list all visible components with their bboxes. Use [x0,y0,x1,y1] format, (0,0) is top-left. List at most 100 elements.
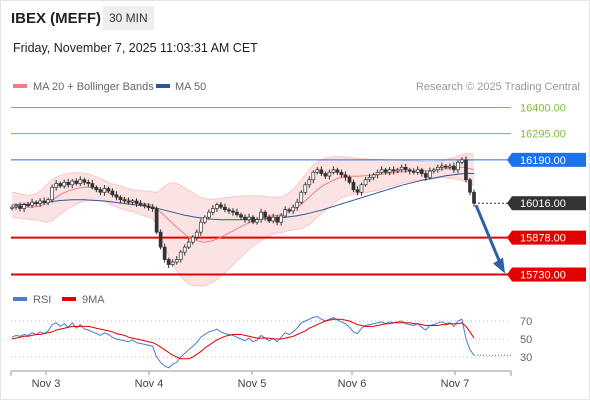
candle [162,243,167,263]
candle [215,202,219,212]
candle [411,168,416,175]
candle [138,199,143,207]
candle-body-down [150,207,155,210]
level-label-last: 16016.00 [520,198,566,210]
legend-rsi-label: RSI [33,294,51,306]
candles-layer [10,156,476,269]
candle-body-up [367,176,372,181]
candle [419,167,424,177]
candle-body-up [102,188,107,193]
candle-body-up [215,204,219,209]
candle-body-down [263,211,267,218]
legend-9ma-swatch [62,297,76,301]
candle [174,256,179,265]
candle [130,198,135,206]
candle [367,173,372,183]
level-tag-last [512,196,586,211]
legend-9ma-label: 9MA [82,294,105,306]
candle [243,214,247,223]
candle [142,202,147,209]
candle [118,195,123,204]
candle [239,212,243,220]
forecast-arrow-head [493,257,505,274]
candle [259,208,263,223]
candle-body-up [327,171,332,177]
candle [86,179,91,188]
candle-body-up [303,184,308,193]
timeframe-badge[interactable]: 30 MIN [103,6,154,30]
legend-ma50-label: MA 50 [175,81,206,93]
candle [423,170,428,181]
candle-body-down [287,209,292,212]
candle [102,185,107,196]
candle [30,198,34,208]
candle-body-down [26,204,30,207]
candle [186,238,191,250]
candle-body-down [158,231,163,248]
candle-body-up [440,165,444,168]
candle-body-down [343,174,348,178]
candle-body-up [279,215,284,223]
candle [355,186,360,196]
candle [154,206,159,235]
candle-body-up [271,216,275,222]
candle-body-down [339,171,344,176]
candle-body-up [202,216,207,223]
candle [202,215,207,225]
candle-body-up [363,179,368,186]
candle-body-down [223,206,227,211]
candle [98,187,103,196]
moving-average-layer [11,166,475,243]
candle [311,170,316,184]
candle-body-up [211,208,215,213]
candle-body-up [315,169,320,173]
candle-body-down [243,216,247,221]
candle [444,164,448,170]
candle [235,208,239,217]
candle [371,172,376,181]
candle-body-up [395,169,400,172]
candle [299,190,304,205]
candle-body-up [14,205,18,208]
forecast-arrow-layer [474,204,505,274]
candle-body-up [130,200,135,203]
copyright-text: Research © 2025 Trading Central [416,81,580,93]
legend-ma20-label: MA 20 + Bollinger Bands [33,81,154,93]
x-axis-label: Nov 3 [32,378,61,390]
candle [227,207,231,214]
candle [194,229,199,241]
candle [251,215,255,225]
candle-body-up [375,171,380,176]
candle [50,184,55,203]
candle [166,257,171,269]
candle-body-up [311,171,316,181]
candle-body-down [34,201,38,204]
candle [211,204,215,216]
candle [182,244,187,256]
candle-body-up [295,201,300,208]
candle-body-up [247,216,251,221]
candle [464,156,468,183]
candle [42,197,46,205]
candle [267,214,271,223]
candle [327,169,332,180]
candle [435,164,440,173]
candle-body-down [251,216,255,223]
candle [291,204,296,214]
candle [271,213,275,224]
candle-body-up [399,166,404,171]
candle [375,169,380,179]
candle-body-down [472,191,476,204]
candle-body-down [18,205,22,209]
candle [323,171,328,180]
candle [170,259,175,267]
candle [106,186,111,193]
candle [110,188,115,198]
candle-body-down [58,183,63,187]
candle-body-up [54,183,59,188]
candle-body-down [227,209,231,212]
candle [387,167,392,176]
candle-body-up [170,261,175,265]
candle-body-down [106,188,111,192]
